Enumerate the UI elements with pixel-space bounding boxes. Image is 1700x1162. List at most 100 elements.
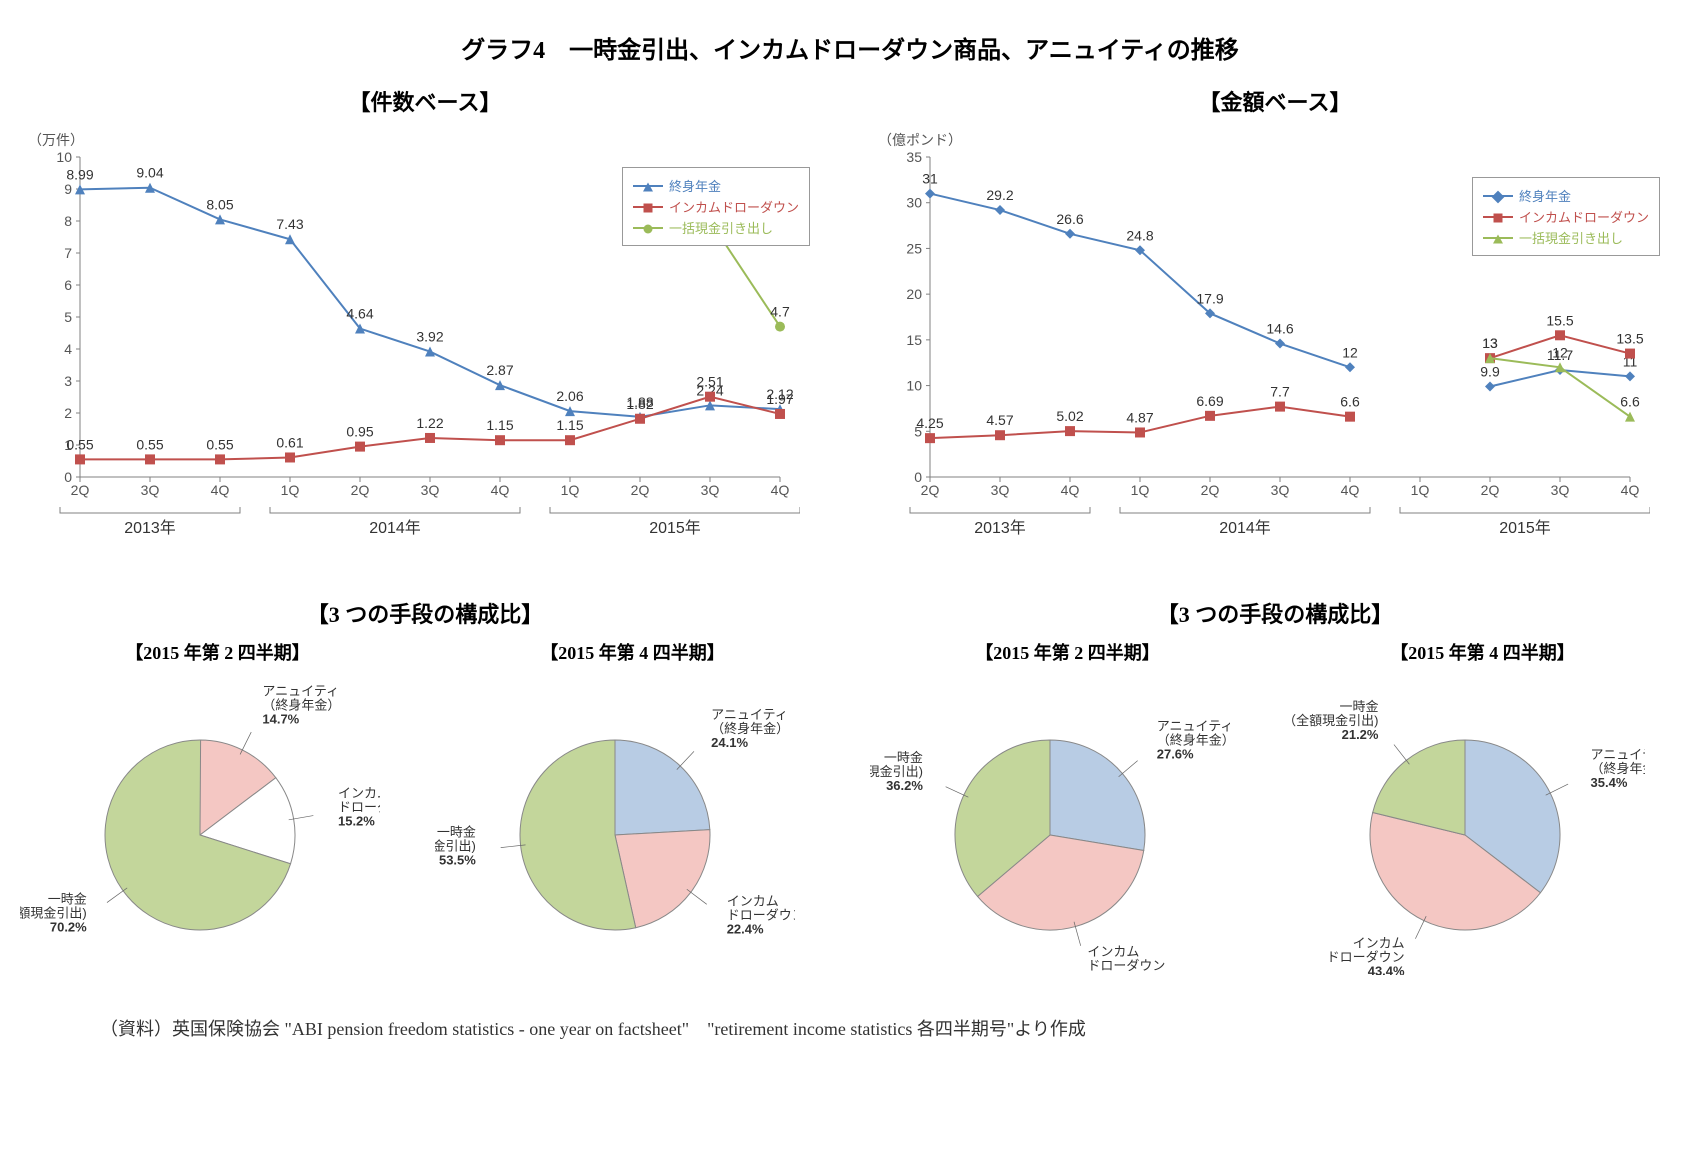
- svg-text:0.55: 0.55: [136, 436, 163, 452]
- svg-text:ドローダウン: ドローダウン: [338, 799, 380, 814]
- svg-text:2015年: 2015年: [649, 519, 701, 537]
- svg-text:アニュイティ: アニュイティ: [1157, 718, 1230, 733]
- svg-text:2.87: 2.87: [486, 362, 513, 378]
- svg-text:4.87: 4.87: [1126, 409, 1153, 425]
- svg-text:0.95: 0.95: [346, 424, 373, 440]
- svg-text:ドローダウン: ドローダウン: [1087, 958, 1165, 973]
- svg-text:26.6: 26.6: [1056, 211, 1083, 227]
- svg-text:4Q: 4Q: [1621, 482, 1640, 498]
- svg-text:3: 3: [64, 373, 72, 389]
- svg-text:1Q: 1Q: [1411, 482, 1430, 498]
- svg-text:9.9: 9.9: [1480, 363, 1500, 379]
- svg-text:インカム: インカム: [1353, 935, 1405, 950]
- svg-text:25: 25: [906, 240, 922, 256]
- svg-text:9.04: 9.04: [136, 165, 163, 181]
- svg-text:6: 6: [64, 277, 72, 293]
- svg-text:35.4%: 35.4%: [1591, 775, 1628, 790]
- svg-text:ドローダウン: ドローダウン: [727, 907, 795, 922]
- svg-text:2Q: 2Q: [1481, 482, 1500, 498]
- svg-text:12: 12: [1552, 344, 1568, 360]
- svg-text:7.7: 7.7: [1270, 384, 1290, 400]
- svg-text:13: 13: [1482, 335, 1498, 351]
- svg-text:43.4%: 43.4%: [1368, 963, 1405, 975]
- pie-left-panel: 【3 つの手段の構成比】 【2015 年第 2 四半期】アニュイティ（終身年金）…: [20, 597, 830, 975]
- svg-text:（万件）: （万件）: [28, 132, 84, 148]
- pie-chart: 【2015 年第 4 四半期】アニュイティ（終身年金）24.1%インカムドローダ…: [435, 639, 830, 975]
- svg-text:24.1%: 24.1%: [711, 735, 748, 750]
- svg-text:17.9: 17.9: [1196, 290, 1223, 306]
- svg-text:4Q: 4Q: [1061, 482, 1080, 498]
- svg-text:インカム: インカム: [727, 893, 779, 908]
- svg-text:4Q: 4Q: [771, 482, 790, 498]
- svg-text:4.25: 4.25: [916, 415, 943, 431]
- svg-text:14.6: 14.6: [1266, 321, 1293, 337]
- svg-text:15.2%: 15.2%: [338, 813, 375, 828]
- legend-item: 一括現金引き出し: [1483, 228, 1649, 247]
- pie-right-panel: 【3 つの手段の構成比】 【2015 年第 2 四半期】アニュイティ（終身年金）…: [870, 597, 1680, 975]
- svg-text:（全額現金引出): （全額現金引出): [1285, 713, 1378, 728]
- pie-title: 【2015 年第 4 四半期】: [1285, 639, 1680, 665]
- svg-text:6.6: 6.6: [1620, 394, 1640, 410]
- svg-text:1Q: 1Q: [1131, 482, 1150, 498]
- svg-text:20: 20: [906, 286, 922, 302]
- legend-item: 終身年金: [633, 176, 799, 195]
- svg-text:29.2: 29.2: [986, 187, 1013, 203]
- svg-text:15: 15: [906, 332, 922, 348]
- svg-text:2: 2: [64, 405, 72, 421]
- composition-title-left: 【3 つの手段の構成比】: [20, 597, 830, 629]
- svg-text:2015年: 2015年: [1499, 519, 1551, 537]
- svg-text:31: 31: [922, 171, 938, 187]
- svg-text:3.92: 3.92: [416, 329, 443, 345]
- svg-text:35: 35: [906, 149, 922, 165]
- svg-text:12: 12: [1342, 344, 1358, 360]
- svg-text:3Q: 3Q: [1271, 482, 1290, 498]
- svg-text:8.05: 8.05: [206, 196, 233, 212]
- svg-text:（全額現金引出): （全額現金引出): [870, 764, 923, 779]
- svg-text:（終身年金）: （終身年金）: [1157, 732, 1230, 747]
- svg-text:5: 5: [64, 309, 72, 325]
- svg-text:7: 7: [64, 245, 72, 261]
- svg-text:3Q: 3Q: [991, 482, 1010, 498]
- svg-text:3Q: 3Q: [421, 482, 440, 498]
- svg-text:2Q: 2Q: [921, 482, 940, 498]
- pie-chart: 【2015 年第 2 四半期】アニュイティ（終身年金）14.7%インカムドローダ…: [20, 639, 415, 975]
- left-subtitle: 【件数ベース】: [20, 85, 830, 117]
- svg-text:（終身年金）: （終身年金）: [711, 721, 789, 736]
- svg-text:3Q: 3Q: [701, 482, 720, 498]
- pie-title: 【2015 年第 2 四半期】: [870, 639, 1265, 665]
- svg-text:インカム: インカム: [338, 785, 380, 800]
- svg-text:24.8: 24.8: [1126, 227, 1153, 243]
- svg-text:2Q: 2Q: [71, 482, 90, 498]
- svg-text:30: 30: [906, 195, 922, 211]
- svg-text:4.7: 4.7: [770, 304, 790, 320]
- legend-right: 終身年金インカムドローダウン一括現金引き出し: [1472, 177, 1660, 256]
- svg-text:一時金: 一時金: [1339, 699, 1378, 714]
- svg-text:8: 8: [64, 213, 72, 229]
- svg-text:1.97: 1.97: [766, 391, 793, 407]
- svg-text:53.5%: 53.5%: [439, 852, 476, 867]
- svg-text:4Q: 4Q: [491, 482, 510, 498]
- svg-text:4.64: 4.64: [346, 306, 373, 322]
- legend-item: インカムドローダウン: [1483, 207, 1649, 226]
- right-subtitle: 【金額ベース】: [870, 85, 1680, 117]
- svg-text:（終身年金）: （終身年金）: [262, 698, 340, 713]
- svg-text:70.2%: 70.2%: [50, 919, 87, 934]
- svg-text:1Q: 1Q: [561, 482, 580, 498]
- svg-text:アニュイティ: アニュイティ: [262, 684, 339, 699]
- svg-text:1.22: 1.22: [416, 415, 443, 431]
- svg-text:1.82: 1.82: [626, 396, 653, 412]
- svg-text:3Q: 3Q: [141, 482, 160, 498]
- svg-text:5.02: 5.02: [1056, 408, 1083, 424]
- svg-text:7.43: 7.43: [276, 216, 303, 232]
- svg-text:2014年: 2014年: [369, 519, 421, 537]
- svg-text:3Q: 3Q: [1551, 482, 1570, 498]
- svg-text:2013年: 2013年: [974, 519, 1026, 537]
- svg-text:0.55: 0.55: [206, 436, 233, 452]
- svg-text:（全額現金引出): （全額現金引出): [435, 838, 476, 853]
- svg-text:2.06: 2.06: [556, 388, 583, 404]
- legend-item: インカムドローダウン: [633, 197, 799, 216]
- svg-text:14.7%: 14.7%: [262, 712, 299, 727]
- svg-text:アニュイティ: アニュイティ: [1591, 747, 1645, 762]
- composition-title-right: 【3 つの手段の構成比】: [870, 597, 1680, 629]
- svg-text:一時金: 一時金: [884, 750, 923, 765]
